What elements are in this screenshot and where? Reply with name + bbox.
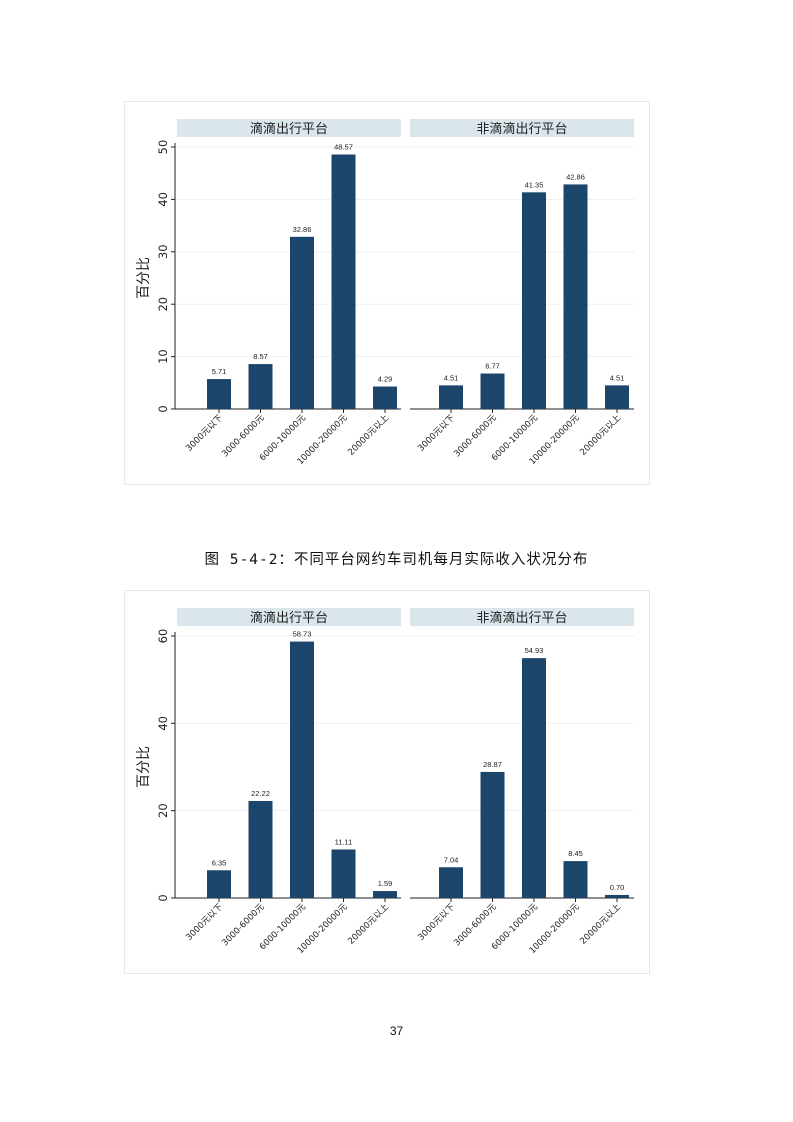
bar [480,771,505,898]
y-tick-label: 40 [156,192,170,207]
x-tick-label: 3000-6000元 [220,902,267,949]
bar [248,800,273,898]
chart-2-svg: 0 20 40 60 百分比 滴滴出行平台 6.35 3000元以下 22.22 3000-600… [136,608,635,956]
bar-value-label: 4.51 [444,373,459,382]
y-tick-label: 0 [156,894,170,901]
bar [605,385,629,409]
x-tick-label: 3000元以下 [184,902,225,943]
bar-value-label: 42.86 [566,172,585,181]
bar [522,192,546,409]
bar [207,870,231,898]
bar-value-label: 58.73 [293,630,312,639]
chart-1-svg: 0 10 20 30 40 50 百分比 滴滴出行平台 5.71 3000元以下 8.57 3000-… [136,119,635,467]
bar-value-label: 41.35 [525,180,544,189]
x-tick-label: 3000元以下 [416,413,457,454]
bar-value-label: 28.87 [483,760,502,769]
chart-figure-1: 0 10 20 30 40 50 百分比 滴滴出行平台 5.71 3000元以下 8.57 3000-… [124,101,650,485]
bar-value-label: 5.71 [212,367,227,376]
bar-value-label: 4.51 [610,373,625,382]
bar-value-label: 32.86 [293,225,312,234]
y-tick-label: 0 [156,405,170,412]
bar-value-label: 8.57 [253,352,268,361]
y-tick-label: 20 [156,297,170,312]
panel-title: 滴滴出行平台 [250,610,328,626]
y-tick-label: 40 [156,716,170,731]
panel-strip [177,608,401,626]
bar [563,861,588,898]
panel-strip [410,119,634,137]
figure-caption: 图 5-4-2：不同平台网约车司机每月实际收入状况分布 [204,552,589,568]
x-tick-label: 20000元以上 [346,412,392,458]
panel-strip [410,608,634,626]
chart-figure-2: 0 20 40 60 百分比 滴滴出行平台 6.35 3000元以下 22.22 3000-600… [124,590,650,974]
bar [290,236,314,409]
panel-strip [177,119,401,137]
bar [248,364,273,409]
y-tick-label: 10 [156,349,170,364]
y-axis-title: 百分比 [136,746,152,788]
bar [207,379,231,409]
bar [331,154,356,409]
y-tick-label: 20 [156,803,170,818]
bar-value-label: 4.29 [378,375,393,384]
bar-value-label: 1.59 [378,879,393,888]
bar-value-label: 22.22 [251,789,270,798]
y-tick-label: 60 [156,629,170,644]
page-number: 37 [389,1024,404,1038]
panel-title: 非滴滴出行平台 [476,610,567,626]
bar-value-label: 7.04 [444,855,459,864]
x-tick-label: 20000元以上 [578,412,624,458]
bar-value-label: 6.77 [485,362,500,371]
bar-value-label: 54.93 [525,646,544,655]
bar-value-label: 6.35 [212,858,227,867]
bar-value-label: 11.11 [335,837,353,846]
bar [439,385,463,409]
y-tick-label: 30 [156,244,170,259]
bar [373,386,397,409]
bar [290,641,314,898]
x-tick-label: 3000元以下 [416,902,457,943]
panel-title: 非滴滴出行平台 [476,121,567,137]
x-tick-label: 20000元以上 [578,901,624,947]
x-tick-label: 3000-6000元 [220,413,267,460]
bar-value-label: 8.45 [568,849,583,858]
bar [480,373,505,409]
bar [522,658,546,898]
x-tick-label: 3000-6000元 [452,902,499,949]
bar-value-label: 48.57 [334,142,353,151]
bar [605,894,629,898]
x-tick-label: 20000元以上 [346,901,392,947]
x-tick-label: 3000-6000元 [452,413,499,460]
y-tick-label: 50 [156,140,170,155]
y-axis-title: 百分比 [136,257,152,299]
bar [563,184,588,409]
bar [331,849,356,898]
bar [373,891,397,898]
bar [439,867,463,898]
x-tick-label: 3000元以下 [184,413,225,454]
panel-title: 滴滴出行平台 [250,121,328,137]
bar-value-label: 0.70 [610,883,625,892]
